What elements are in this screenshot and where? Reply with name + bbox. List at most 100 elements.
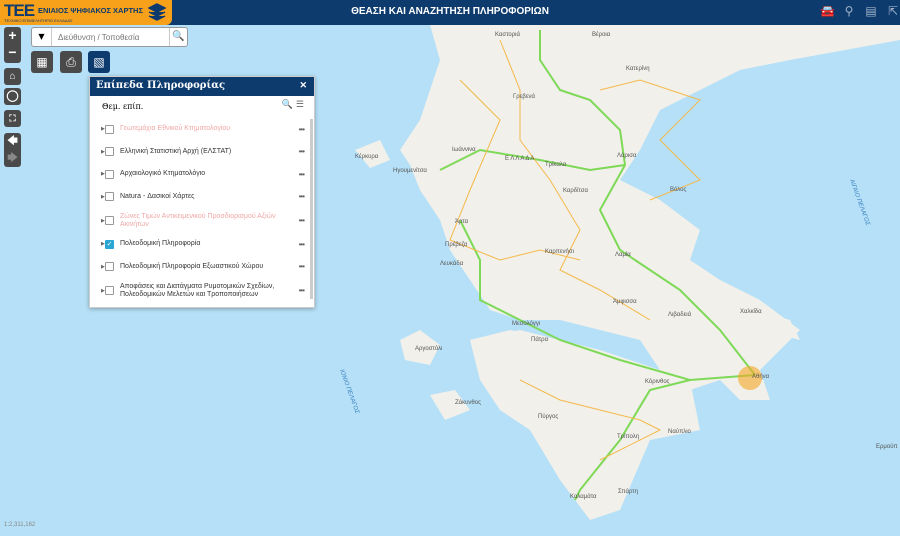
more-options-icon[interactable]: •••: [298, 216, 305, 225]
search-type-dropdown[interactable]: ▼: [32, 28, 52, 46]
history-control: 🡄 🡆: [4, 133, 21, 167]
city-label: Πάτρα: [531, 336, 549, 343]
more-options-icon[interactable]: •••: [298, 239, 305, 249]
city-label: Πύργος: [538, 414, 558, 420]
forward-arrow-icon[interactable]: 🡆: [7, 153, 18, 164]
city-label: Τρίπολη: [617, 434, 639, 440]
layer-row[interactable]: ▶ Αρχαιολογικό Κτηματολόγιο •••: [90, 163, 314, 186]
layer-checkbox[interactable]: [105, 124, 114, 134]
layer-label: Ζώνες Τιμών Αντικειμενικού Προσδιορισμού…: [120, 212, 276, 228]
search-button[interactable]: 🔍: [169, 28, 187, 46]
layer-row[interactable]: ▶ Πολεοδομική Πληροφορία Εξωαστικού Χώρου…: [90, 256, 314, 279]
layer-row[interactable]: ▶ ✓ Πολεοδομική Πληροφορία •••: [90, 233, 314, 256]
panel-subtitle: Θεμ. επίπ.: [102, 102, 144, 111]
kefalonia: [400, 330, 440, 365]
layer-checkbox[interactable]: ✓: [105, 239, 114, 249]
city-label: Χαλκίδα: [740, 309, 762, 315]
zakynthos: [430, 390, 470, 420]
more-options-icon[interactable]: •••: [298, 286, 305, 295]
city-label: Κατερίνη: [626, 66, 650, 72]
city-label: Ιωάννινα: [452, 146, 476, 153]
car-icon[interactable]: 🚘: [820, 4, 835, 18]
expand-arrow-icon[interactable]: ▶: [101, 171, 105, 178]
more-options-icon[interactable]: •••: [298, 169, 305, 179]
scrollbar[interactable]: [310, 119, 313, 299]
layer-label: Αποφάσεις και Διατάγματα Ρυμοτομικών Σχε…: [120, 282, 275, 298]
layer-checkbox[interactable]: [105, 216, 114, 225]
highways: [439, 30, 756, 501]
city-label: Άμφισσα: [613, 299, 637, 305]
euboea: [660, 280, 800, 340]
expand-arrow-icon[interactable]: ▶: [101, 287, 105, 294]
layer-row[interactable]: ▶ Ελληνική Στατιστική Αρχή (ΕΛΣΤΑΤ) •••: [90, 141, 314, 164]
expand-arrow-icon[interactable]: ▶: [101, 148, 105, 155]
expand-arrow-icon[interactable]: ▶: [101, 217, 105, 224]
city-label: Καρπενήσι: [545, 248, 575, 255]
city-label: Βόλος: [670, 186, 686, 193]
back-arrow-icon[interactable]: 🡄: [7, 136, 18, 147]
more-options-icon[interactable]: •••: [298, 192, 305, 202]
city-label: Λαμία: [615, 252, 631, 258]
expand-arrow-icon[interactable]: ▶: [101, 193, 105, 200]
city-label: Βέροια: [592, 31, 611, 38]
map-pin-icon[interactable]: ⚲: [844, 4, 854, 18]
more-options-icon[interactable]: •••: [298, 124, 305, 134]
export-icon[interactable]: ⇱: [887, 4, 899, 18]
home-button[interactable]: ⌂: [4, 68, 21, 85]
layer-label: Πολεοδομική Πληροφορία: [120, 240, 201, 248]
document-search-icon[interactable]: ▤: [865, 4, 877, 18]
print-button[interactable]: ⎙: [60, 51, 82, 73]
layer-row[interactable]: ▶ Γεωτεμάχια Εθνικού Κτηματολογίου •••: [90, 118, 314, 141]
layer-checkbox[interactable]: [105, 262, 114, 272]
layers-icon: [148, 3, 166, 21]
city-label: Μεσολόγγι: [512, 320, 541, 327]
search-icon[interactable]: 🔍: [281, 100, 294, 110]
more-options-icon[interactable]: •••: [298, 262, 305, 272]
city-label: Λευκάδα: [440, 260, 464, 267]
basemap-button[interactable]: ▦: [31, 51, 53, 73]
layers-map-button[interactable]: ▧: [88, 51, 110, 73]
layer-label: Ελληνική Στατιστική Αρχή (ΕΛΣΤΑΤ): [120, 147, 232, 155]
layer-row[interactable]: ▶ Natura - Δασικοί Χάρτες •••: [90, 186, 314, 209]
expand-arrow-icon[interactable]: ▶: [101, 263, 105, 270]
locate-button[interactable]: ◯: [4, 88, 21, 105]
corfu: [355, 140, 390, 168]
layer-checkbox[interactable]: [105, 286, 114, 295]
city-label: Ε Λ Λ Α Δ Α: [505, 156, 534, 162]
peloponnese: [470, 330, 700, 520]
logo[interactable]: ΤΕΕ ΕΝΙΑΙΟΣ ΨΗΦΙΑΚΟΣ ΧΑΡΤΗΣ ΤΕΧΝΙΚΟ ΕΠΙΜ…: [0, 0, 172, 25]
city-label: Καλαμάτα: [570, 493, 597, 500]
close-icon[interactable]: ✕: [299, 80, 307, 90]
city-label: Ερμούπ: [876, 444, 898, 450]
layer-row[interactable]: ▶ Ζώνες Τιμών Αντικειμενικού Προσδιορισμο…: [90, 208, 314, 233]
expand-arrow-icon[interactable]: ▶: [101, 126, 105, 133]
city-label: Λιβαδειά: [668, 311, 692, 318]
layer-label: Αρχαιολογικό Κτηματολόγιο: [120, 170, 206, 178]
aegean-sea-label: ΑΙΓΑΙΟ ΠΕΛΑΓΟΣ: [848, 178, 871, 227]
city-label: Καστοριά: [495, 31, 520, 38]
roads: [449, 39, 701, 461]
city-label: Γρεβενά: [513, 93, 536, 100]
expand-arrow-icon[interactable]: ▶: [101, 241, 105, 248]
city-label: Άρτα: [455, 219, 469, 225]
filter-icon[interactable]: ☰: [295, 100, 304, 110]
search-input[interactable]: [52, 28, 169, 46]
zoom-out-button[interactable]: −: [8, 44, 17, 60]
top-bar: ΤΕΕ ΕΝΙΑΙΟΣ ΨΗΦΙΑΚΟΣ ΧΑΡΤΗΣ ΤΕΧΝΙΚΟ ΕΠΙΜ…: [0, 0, 900, 25]
layer-checkbox[interactable]: [105, 192, 114, 202]
layer-checkbox[interactable]: [105, 169, 114, 179]
layer-label: Πολεοδομική Πληροφορία Εξωαστικού Χώρου: [120, 262, 264, 270]
zoom-in-button[interactable]: +: [8, 27, 17, 43]
city-label: Ναύπλιο: [668, 429, 692, 435]
city-label: Ζάκυνθος: [455, 399, 481, 406]
layer-label: Γεωτεμάχια Εθνικού Κτηματολογίου: [120, 125, 231, 133]
layer-checkbox[interactable]: [105, 147, 114, 157]
ionian-sea-label: ΙΟΝΙΟ ΠΕΛΑΓΟΣ: [338, 369, 360, 415]
layer-row[interactable]: ▶ Αποφάσεις και Διατάγματα Ρυμοτομικών Σχ…: [90, 278, 314, 303]
zoom-control: + −: [4, 27, 21, 63]
city-label: Τρίκαλα: [545, 162, 567, 168]
logo-name: ΕΝΙΑΙΟΣ ΨΗΦΙΑΚΟΣ ΧΑΡΤΗΣ: [38, 6, 143, 15]
more-options-icon[interactable]: •••: [298, 147, 305, 157]
fullscreen-button[interactable]: ⛶: [4, 110, 21, 127]
